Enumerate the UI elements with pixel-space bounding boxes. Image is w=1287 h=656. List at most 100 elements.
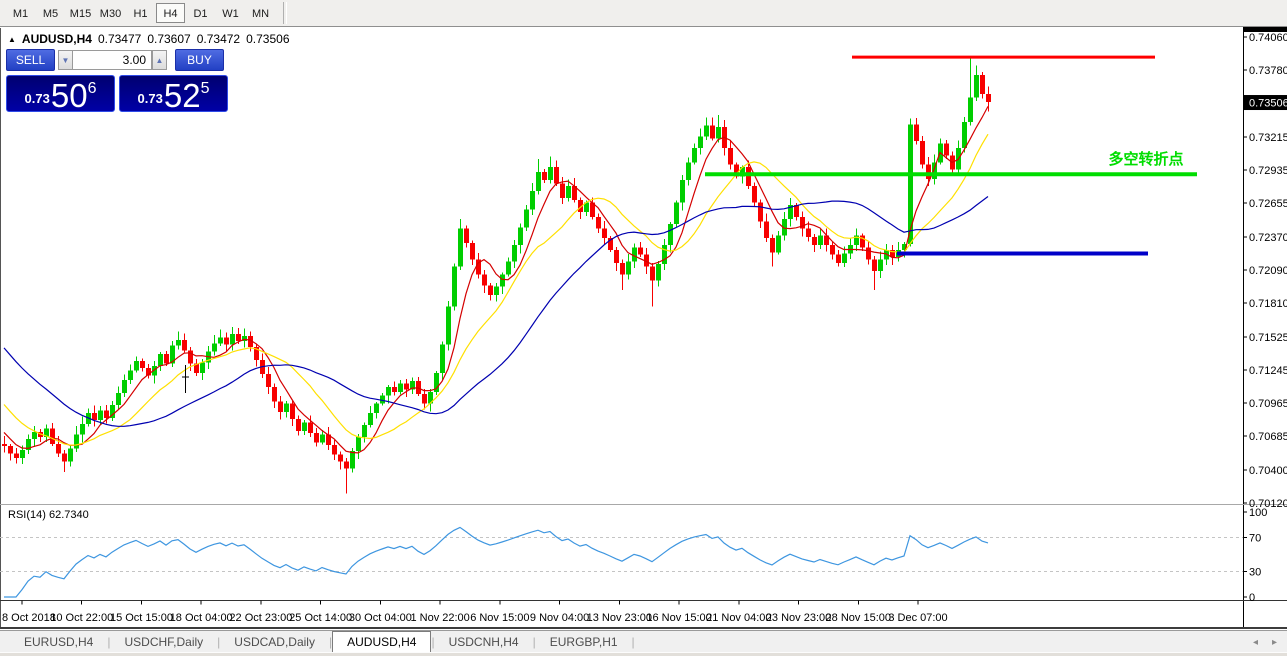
timeframe-button-M5[interactable]: M5 bbox=[42, 8, 59, 20]
tab-separator: | bbox=[431, 635, 435, 649]
chart-tab-bar: EURUSD,H4 | USDCHF,Daily | USDCAD,Daily | AUDU… bbox=[0, 630, 1287, 652]
svg-text:21 Nov 04:00: 21 Nov 04:00 bbox=[706, 612, 771, 624]
rsi-indicator-label: RSI(14) 62.7340 bbox=[8, 509, 89, 521]
svg-text:0.72090: 0.72090 bbox=[1249, 265, 1287, 277]
svg-text:100: 100 bbox=[1249, 507, 1267, 519]
timeframe-button-M15[interactable]: M15 bbox=[69, 8, 92, 20]
timeframe-button-H1[interactable]: H1 bbox=[133, 8, 148, 20]
tab-scroll-right-icon[interactable]: ▸ bbox=[1271, 637, 1277, 648]
svg-text:18 Oct 04:00: 18 Oct 04:00 bbox=[170, 612, 233, 624]
chart-tabs: EURUSD,H4 | USDCHF,Daily | USDCAD,Daily | AUDU… bbox=[10, 631, 635, 652]
tab-separator: | bbox=[107, 635, 111, 649]
buy-price-sup: 5 bbox=[200, 80, 210, 97]
pivot-label: 多空转折点 bbox=[1108, 150, 1183, 168]
timeframe-button-W1[interactable]: W1 bbox=[222, 8, 239, 20]
ohlc-close: 0.73506 bbox=[246, 32, 290, 46]
svg-text:0.71810: 0.71810 bbox=[1249, 298, 1287, 310]
svg-text:0.73780: 0.73780 bbox=[1249, 65, 1287, 77]
svg-text:0.71525: 0.71525 bbox=[1249, 332, 1287, 344]
timeframe-toolbar: M1 M5 M15 M30 H1 H4 D1 W1 MN bbox=[0, 0, 1287, 27]
svg-text:9 Nov 04:00: 9 Nov 04:00 bbox=[530, 612, 589, 624]
svg-text:8 Oct 2018: 8 Oct 2018 bbox=[2, 612, 56, 624]
price-axis[interactable]: 0.74060 0.73780 0.73215 0.72935 0.72655 0.723… bbox=[1243, 32, 1287, 510]
tab-separator: | bbox=[532, 635, 536, 649]
svg-text:30 Oct 04:00: 30 Oct 04:00 bbox=[349, 612, 412, 624]
rsi-line bbox=[4, 526, 989, 598]
svg-text:0.70685: 0.70685 bbox=[1249, 431, 1287, 443]
svg-text:0.72370: 0.72370 bbox=[1249, 232, 1287, 244]
chart-tab-EURUSD-H4[interactable]: EURUSD,H4 bbox=[24, 635, 94, 649]
svg-text:0.70120: 0.70120 bbox=[1249, 498, 1287, 510]
candles-layer bbox=[2, 57, 991, 494]
timeframe-button-D1[interactable]: D1 bbox=[193, 8, 208, 20]
svg-text:0.72655: 0.72655 bbox=[1249, 198, 1287, 210]
buy-price-big: 52 bbox=[163, 77, 201, 114]
sell-button[interactable]: SELL bbox=[6, 49, 55, 71]
chart-tab-USDCAD-Daily[interactable]: USDCAD,Daily bbox=[234, 635, 315, 649]
svg-text:0.71245: 0.71245 bbox=[1249, 365, 1287, 377]
volume-input[interactable]: 3.00 bbox=[72, 50, 152, 70]
timeframe-button-H4[interactable]: H4 bbox=[156, 3, 185, 23]
sell-price-big: 50 bbox=[50, 77, 88, 114]
svg-text:0.70400: 0.70400 bbox=[1249, 465, 1287, 477]
timeframe-buttons: M1 M5 M15 M30 H1 H4 D1 W1 MN bbox=[6, 3, 276, 23]
svg-text:13 Nov 23:00: 13 Nov 23:00 bbox=[587, 612, 652, 624]
svg-text:0.72935: 0.72935 bbox=[1249, 165, 1287, 177]
sell-price-button[interactable]: 0.73 50 6 bbox=[6, 75, 115, 112]
ohlc-open: 0.73477 bbox=[97, 32, 142, 46]
buy-button[interactable]: BUY bbox=[175, 49, 224, 71]
volume-increase-button[interactable]: ▲ bbox=[152, 50, 167, 70]
timeframe-button-MN[interactable]: MN bbox=[251, 8, 270, 20]
chart-tab-EURGBP-H1[interactable]: EURGBP,H1 bbox=[549, 635, 618, 649]
svg-text:28 Nov 15:00: 28 Nov 15:00 bbox=[826, 612, 891, 624]
arrow-down-icon: ▼ bbox=[61, 55, 70, 65]
svg-text:10 Oct 22:00: 10 Oct 22:00 bbox=[50, 612, 113, 624]
toolbar-separator bbox=[283, 2, 287, 24]
timeframe-button-M30[interactable]: M30 bbox=[99, 8, 122, 20]
chart-tab-USDCHF-Daily[interactable]: USDCHF,Daily bbox=[124, 635, 204, 649]
tab-separator: | bbox=[631, 635, 635, 649]
svg-text:22 Oct 23:00: 22 Oct 23:00 bbox=[229, 612, 292, 624]
ma-line-MA-mid bbox=[3, 133, 989, 446]
ohlc-low: 0.73472 bbox=[196, 32, 241, 46]
svg-text:15 Oct 15:00: 15 Oct 15:00 bbox=[110, 612, 173, 624]
timeframe-button-M1[interactable]: M1 bbox=[12, 8, 29, 20]
svg-text:70: 70 bbox=[1249, 533, 1261, 545]
arrow-up-icon: ▲ bbox=[155, 55, 164, 65]
rsi-axis[interactable]: 100 70 30 0 bbox=[1243, 507, 1267, 604]
svg-text:30: 30 bbox=[1249, 567, 1261, 579]
bottom-strip bbox=[0, 652, 1287, 656]
sell-price-sup: 6 bbox=[87, 80, 97, 97]
svg-text:3 Dec 07:00: 3 Dec 07:00 bbox=[888, 612, 947, 624]
ma-line-MA-fast bbox=[3, 106, 989, 454]
svg-text:0.73506: 0.73506 bbox=[1249, 98, 1287, 110]
svg-text:1 Nov 22:00: 1 Nov 22:00 bbox=[410, 612, 469, 624]
svg-text:0.74060: 0.74060 bbox=[1249, 32, 1287, 44]
collapse-triangle-icon[interactable]: ▲ bbox=[8, 34, 16, 44]
chart-header: ▲ AUDUSD,H4 0.73477 0.73607 0.73472 0.73… bbox=[8, 32, 290, 46]
volume-decrease-button[interactable]: ▼ bbox=[58, 50, 73, 70]
tab-scroll-left-icon[interactable]: ◂ bbox=[1252, 637, 1258, 648]
svg-text:25 Oct 14:00: 25 Oct 14:00 bbox=[289, 612, 352, 624]
sell-price-prefix: 0.73 bbox=[24, 91, 50, 106]
svg-text:16 Nov 15:00: 16 Nov 15:00 bbox=[646, 612, 711, 624]
ma-line-MA-slow bbox=[3, 196, 989, 427]
buy-price-prefix: 0.73 bbox=[137, 91, 163, 106]
svg-text:0.70965: 0.70965 bbox=[1249, 398, 1287, 410]
current-price-tag: 0.73506 bbox=[1244, 95, 1287, 111]
svg-text:6 Nov 15:00: 6 Nov 15:00 bbox=[470, 612, 529, 624]
chart-symbol: AUDUSD,H4 bbox=[21, 32, 92, 46]
chart-tab-AUDUSD-H4[interactable]: AUDUSD,H4 bbox=[332, 631, 432, 652]
tab-scroll-arrows: ◂ ▸ bbox=[1253, 637, 1277, 648]
svg-text:23 Nov 23:00: 23 Nov 23:00 bbox=[766, 612, 831, 624]
chart-tab-USDCNH-H4[interactable]: USDCNH,H4 bbox=[448, 635, 519, 649]
svg-text:0: 0 bbox=[1249, 592, 1255, 604]
tab-separator: | bbox=[328, 635, 333, 649]
ohlc-high: 0.73607 bbox=[147, 32, 191, 46]
tab-separator: | bbox=[217, 635, 221, 649]
buy-price-button[interactable]: 0.73 52 5 bbox=[119, 75, 228, 112]
svg-text:0.73215: 0.73215 bbox=[1249, 132, 1287, 144]
